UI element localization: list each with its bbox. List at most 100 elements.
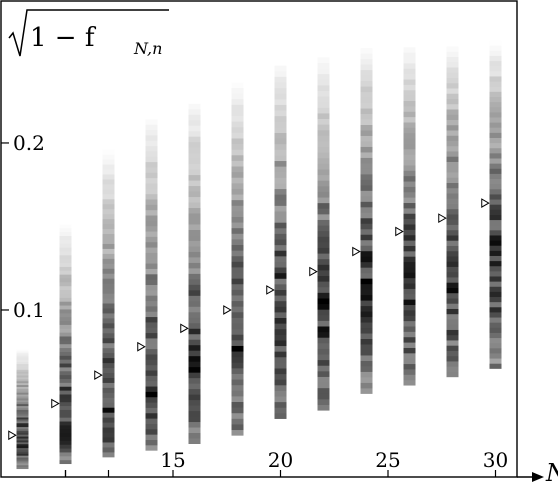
density-band [317,96,330,103]
density-band [145,92,158,98]
density-band [446,135,459,141]
density-band [403,256,416,263]
density-band [446,93,459,99]
density-band [16,424,29,428]
x-axis-arrowhead [532,472,544,482]
density-band [59,231,72,236]
density-band [489,291,502,298]
density-band [446,51,459,57]
density-band [16,344,29,347]
density-band [16,449,29,452]
density-band [16,386,29,389]
density-band [16,426,29,429]
density-band [360,80,373,87]
density-band [16,350,29,353]
density-band [317,326,330,333]
density-band [59,301,72,306]
density-band [317,17,330,24]
density-band [274,312,287,319]
density-band [360,69,373,76]
density-band [360,75,373,82]
density-band [317,157,330,164]
density-band [188,125,201,132]
density-band [16,365,29,368]
density-band [274,104,287,111]
density-band [317,247,330,254]
density-band [231,390,244,397]
density-band [231,216,244,223]
density-band [145,150,158,157]
density-band [102,342,115,349]
density-band [16,384,29,387]
density-band [102,109,115,115]
density-band [188,366,201,373]
density-band [403,46,416,53]
density-band [102,164,115,170]
density-band [489,209,502,215]
density-band [274,351,287,358]
density-band [446,287,459,294]
density-band [317,348,330,355]
density-band [274,356,287,363]
density-band [446,72,459,78]
density-band [188,300,201,307]
density-band [145,300,158,307]
density-band [446,35,459,42]
density-column [446,9,459,378]
density-band [231,42,244,49]
density-band [274,126,287,133]
density-band [188,97,201,104]
density-band [489,255,502,262]
density-band [16,378,29,382]
density-band [145,273,158,280]
density-band [16,428,29,431]
density-band [102,273,115,279]
density-band [145,177,158,184]
density-band [102,402,115,408]
density-band [274,227,287,234]
density-band [16,357,29,361]
density-band [274,76,287,83]
density-band [16,415,29,418]
density-band [317,141,330,148]
density-band [145,209,158,216]
density-band [59,432,72,437]
density-band [489,86,502,92]
density-band [446,182,459,189]
density-band [360,212,373,219]
density-band [59,401,72,407]
density-band [360,305,373,312]
density-band [360,360,373,367]
density-band [145,439,158,446]
density-band [403,100,416,107]
density-band [102,377,115,383]
density-band [403,25,416,32]
density-band [489,91,502,97]
density-band [360,278,373,285]
density-band [403,352,416,359]
density-band [102,442,115,448]
density-band [360,91,373,98]
density-band [188,240,201,247]
density-band [102,337,115,344]
y-axis-label-main: 1 − f [30,23,97,53]
density-band [317,342,330,349]
density-band [102,184,115,190]
density-band [231,82,244,89]
density-band [231,401,244,408]
density-band [403,379,416,386]
density-band [317,129,330,136]
density-band [59,235,72,240]
density-band [360,14,373,21]
density-band [317,56,330,63]
density-band [145,124,158,131]
density-band [145,86,158,93]
density-band [145,364,158,371]
density-band [317,68,330,75]
density-band [59,196,72,202]
density-band [274,340,287,347]
density-band [231,255,244,262]
density-band [446,208,459,215]
density-band [145,428,158,435]
density-band [317,169,330,176]
